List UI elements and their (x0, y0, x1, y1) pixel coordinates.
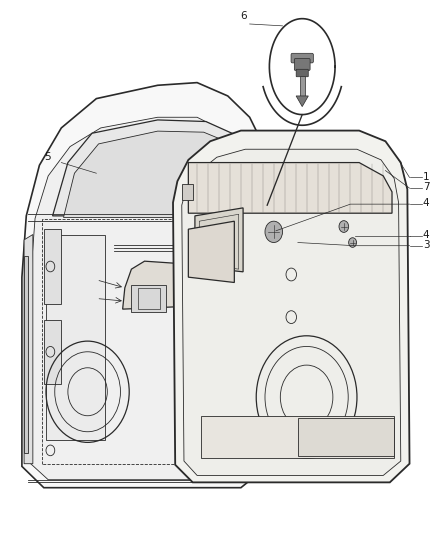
Circle shape (265, 221, 283, 243)
Polygon shape (188, 221, 234, 282)
Circle shape (349, 238, 357, 247)
Text: 4: 4 (423, 230, 429, 240)
Text: 4: 4 (423, 198, 429, 208)
FancyBboxPatch shape (296, 69, 308, 77)
Polygon shape (64, 131, 253, 217)
Polygon shape (53, 120, 258, 216)
Text: 5: 5 (44, 152, 50, 162)
Polygon shape (173, 131, 410, 482)
Polygon shape (44, 320, 61, 384)
Polygon shape (201, 416, 394, 458)
Polygon shape (46, 235, 105, 440)
Polygon shape (22, 83, 267, 488)
Polygon shape (195, 208, 243, 272)
Polygon shape (131, 285, 166, 312)
Polygon shape (123, 261, 195, 309)
Polygon shape (182, 184, 193, 200)
Polygon shape (296, 96, 308, 107)
Polygon shape (24, 235, 33, 464)
Text: 7: 7 (423, 182, 429, 192)
Polygon shape (31, 117, 256, 480)
Polygon shape (44, 229, 61, 304)
Circle shape (339, 221, 349, 232)
Bar (300, 76, 305, 96)
FancyBboxPatch shape (294, 59, 310, 70)
Text: 1: 1 (423, 172, 429, 182)
Polygon shape (24, 256, 28, 453)
Text: 6: 6 (240, 11, 247, 21)
Polygon shape (188, 163, 392, 213)
Text: 3: 3 (423, 240, 429, 250)
Polygon shape (298, 418, 394, 456)
FancyBboxPatch shape (291, 53, 314, 63)
Polygon shape (182, 149, 401, 475)
